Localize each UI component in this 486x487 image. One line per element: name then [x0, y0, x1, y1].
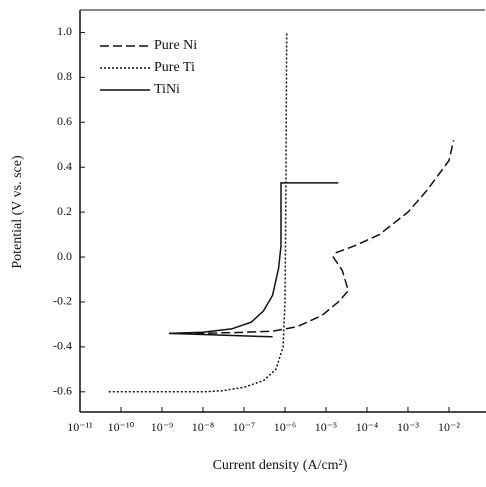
- x-tick-label: 10⁻⁹: [151, 420, 174, 434]
- y-tick-label: 0.6: [57, 114, 72, 128]
- series-line: [169, 182, 339, 338]
- y-tick-label: 0.2: [57, 204, 72, 218]
- y-axis-label: Potential (V vs. sce): [10, 155, 25, 269]
- x-tick-label: 10⁻¹⁰: [108, 420, 135, 434]
- x-tick-label: 10⁻⁷: [233, 420, 256, 434]
- x-tick-label: 10⁻⁸: [192, 420, 215, 434]
- y-tick-label: 0.4: [57, 159, 72, 173]
- x-tick-label: 10⁻¹¹: [67, 420, 93, 434]
- y-tick-label: 0.8: [57, 69, 72, 83]
- y-tick-label: -0.6: [53, 384, 72, 398]
- legend-label: Pure Ti: [154, 60, 195, 75]
- y-tick-label: -0.2: [53, 294, 72, 308]
- y-tick-label: 1.0: [57, 24, 72, 38]
- x-tick-label: 10⁻²: [438, 420, 460, 434]
- x-tick-label: 10⁻⁵: [315, 420, 338, 434]
- x-axis-label: Current density (A/cm²): [213, 458, 348, 473]
- series-line: [108, 32, 288, 393]
- legend-label: Pure Ni: [154, 38, 197, 53]
- y-tick-label: 0.0: [57, 249, 72, 263]
- x-tick-label: 10⁻⁴: [356, 420, 379, 434]
- legend-label: TiNi: [154, 82, 180, 97]
- series-line: [169, 140, 455, 335]
- x-tick-label: 10⁻⁶: [274, 420, 297, 434]
- y-tick-label: -0.4: [53, 339, 72, 353]
- x-tick-label: 10⁻³: [397, 420, 419, 434]
